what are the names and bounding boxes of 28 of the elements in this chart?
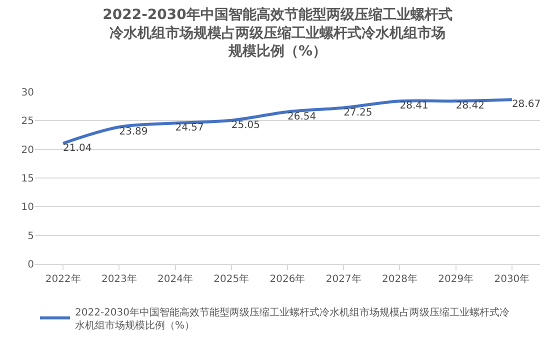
data-label: 21.04 [63, 142, 92, 154]
x-tick-label: 2029年 [438, 273, 474, 285]
x-tick-label: 2022年 [45, 273, 81, 285]
x-tick-label: 2024年 [158, 273, 194, 285]
line-series [62, 98, 514, 145]
y-tick-label: 20 [21, 144, 34, 156]
chart-title: 2022-2030年中国智能高效节能型两级压缩工业螺杆式冷水机组市场规模占两级压缩工业螺杆式冷水机组市场规模比例（%） [102, 6, 452, 60]
x-tick-label: 2025年 [214, 273, 250, 285]
data-label: 28.41 [400, 100, 428, 112]
data-label: 25.05 [231, 120, 260, 131]
y-tick-label: 25 [21, 116, 34, 128]
data-label: 23.89 [119, 126, 148, 138]
y-tick-label: 5 [28, 230, 34, 242]
x-tick-label: 2026年 [270, 273, 306, 285]
data-label: 24.57 [175, 122, 204, 134]
legend-label: 2022-2030年中国智能高效节能型两级压缩工业螺杆式冷水机组市场规模占两级压缩工业螺杆式冷水机组市场规模比例（%） [75, 306, 510, 332]
y-tick-label: 10 [21, 202, 34, 214]
data-label: 27.25 [344, 107, 372, 118]
y-tick-label: 15 [21, 174, 34, 184]
x-tick-label: 2027年 [326, 273, 362, 285]
x-tick-label: 2023年 [101, 273, 137, 285]
data-label: 28.42 [456, 100, 484, 112]
data-label: 26.54 [288, 111, 316, 122]
x-tick-label: 2030年 [494, 273, 530, 285]
data-label: 28.67 [512, 99, 541, 110]
y-tick-label: 30 [21, 88, 34, 98]
y-tick-label: 0 [28, 260, 34, 270]
x-tick-label: 2028年 [382, 273, 418, 285]
